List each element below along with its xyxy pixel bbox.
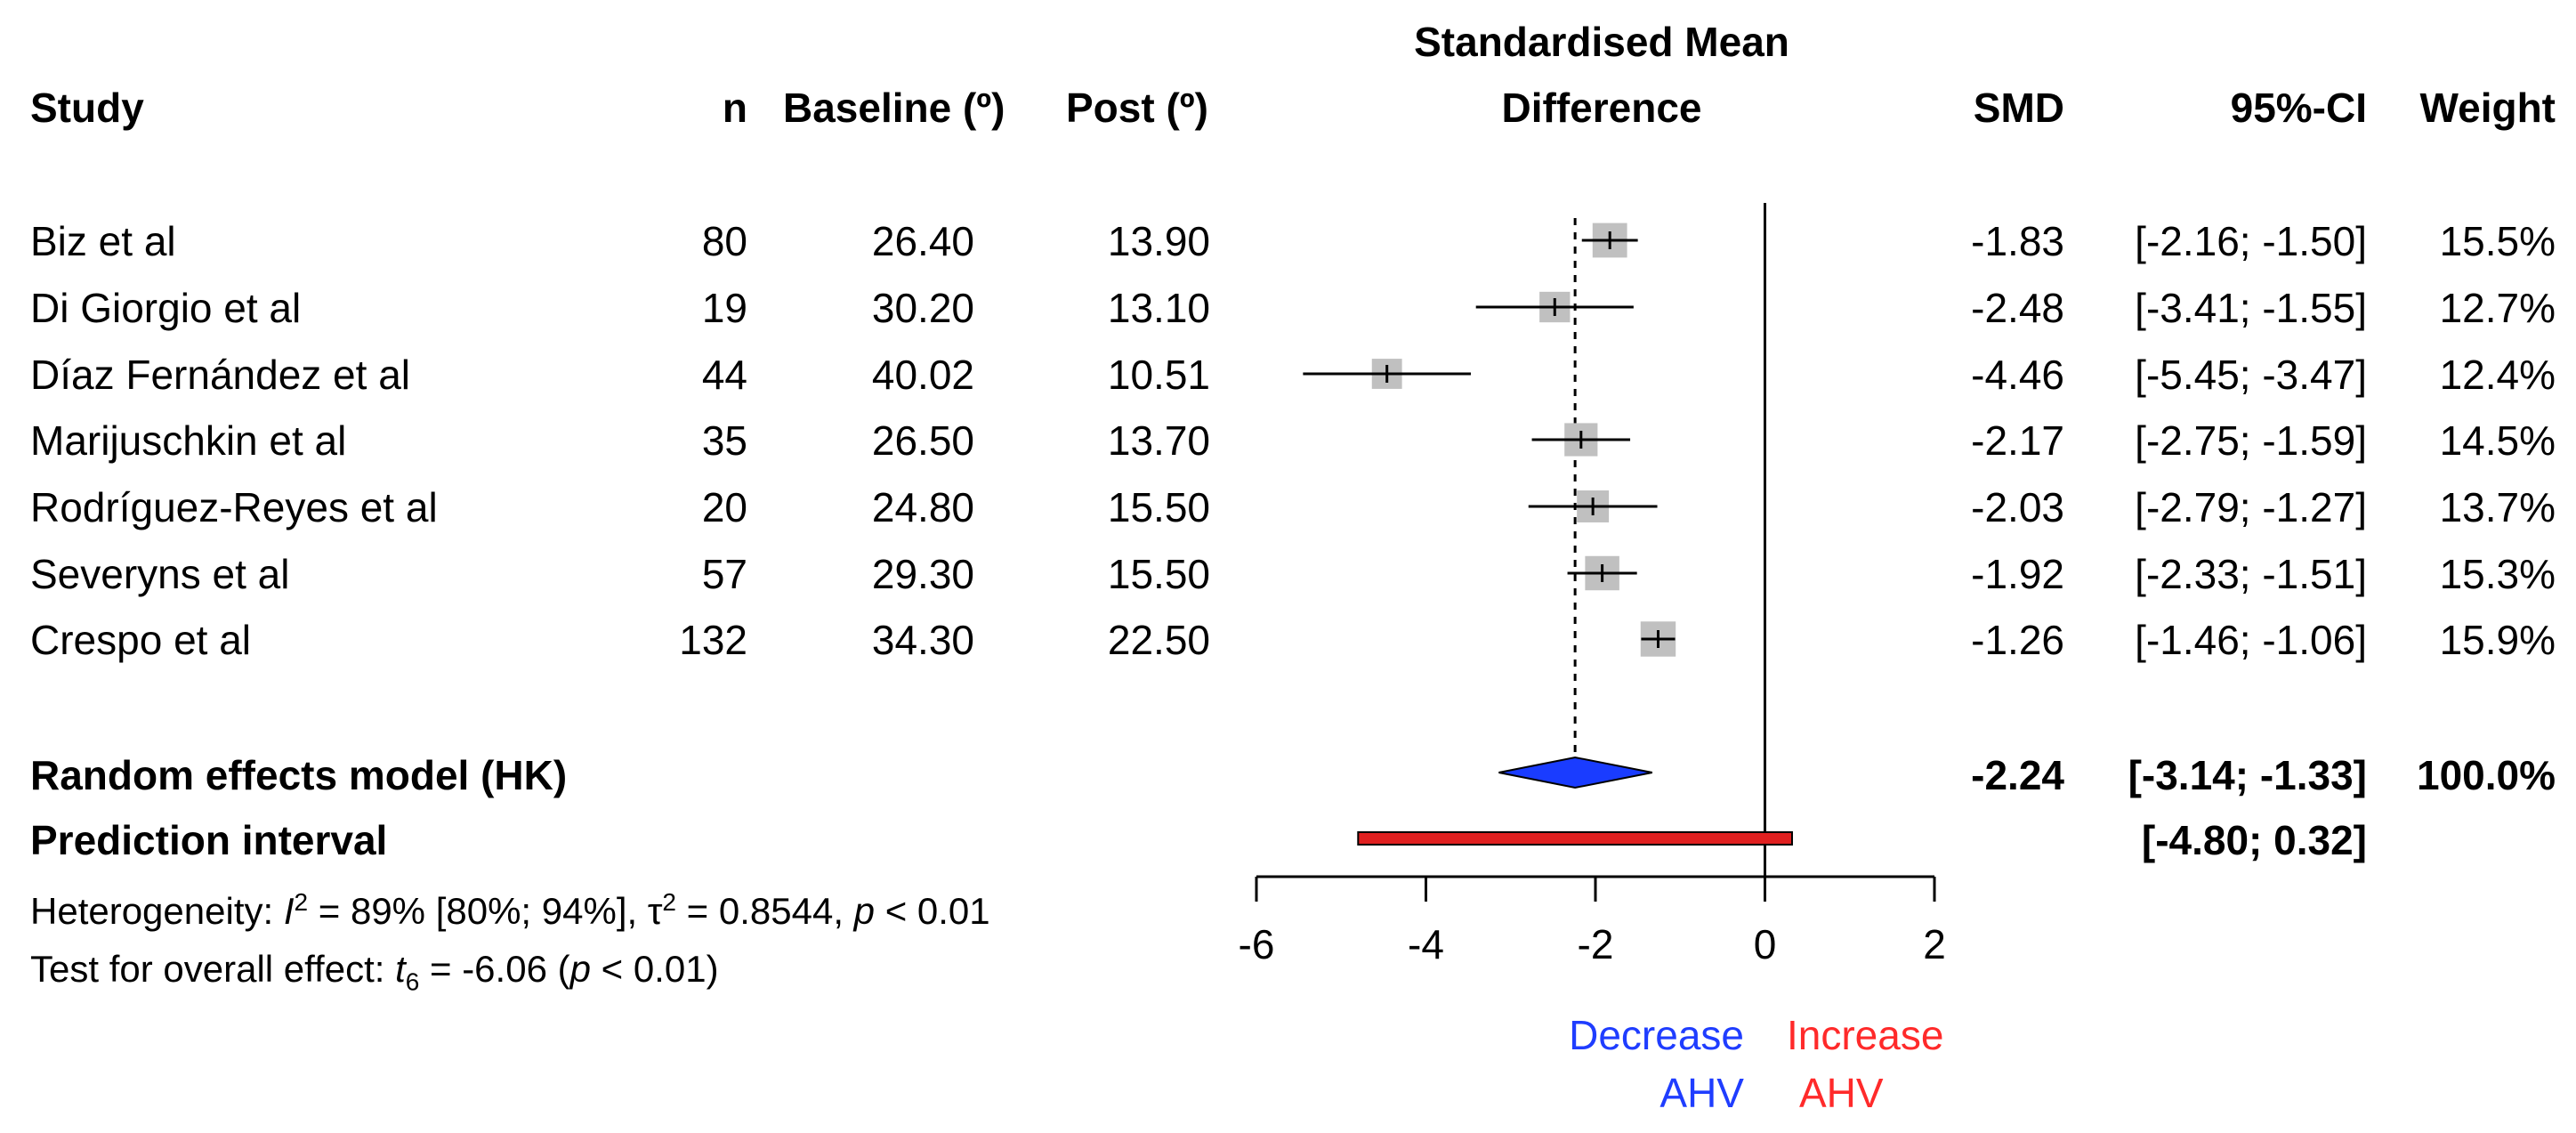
plot-title-line2: Difference xyxy=(1501,85,1702,131)
study-n: 80 xyxy=(701,218,747,264)
direction-decrease-line1: Decrease xyxy=(1569,1012,1744,1058)
header-smd: SMD xyxy=(1973,85,2064,131)
x-tick-label: -4 xyxy=(1408,921,1444,967)
study-post: 22.50 xyxy=(1107,617,1210,663)
summary-weight: 100.0% xyxy=(2416,752,2556,798)
study-post: 15.50 xyxy=(1107,551,1210,597)
study-baseline: 34.30 xyxy=(871,617,974,663)
study-weight: 15.3% xyxy=(2439,551,2556,597)
overall-effect-note: Test for overall effect: t6 = -6.06 (p <… xyxy=(30,948,719,996)
header-study: Study xyxy=(30,85,144,131)
study-post: 13.10 xyxy=(1107,285,1210,331)
study-smd: -2.48 xyxy=(1971,285,2064,331)
study-smd: -2.03 xyxy=(1971,484,2064,530)
header-post: Post (º) xyxy=(1066,85,1208,131)
study-post: 13.70 xyxy=(1107,417,1210,464)
study-n: 57 xyxy=(701,551,747,597)
study-baseline: 40.02 xyxy=(871,352,974,398)
study-ci: [-2.16; -1.50] xyxy=(2135,218,2367,264)
direction-increase-line1: Increase xyxy=(1787,1012,1944,1058)
study-weight: 15.9% xyxy=(2439,617,2556,663)
study-weight: 12.4% xyxy=(2439,352,2556,398)
study-n: 35 xyxy=(701,417,747,464)
study-ci: [-5.45; -3.47] xyxy=(2135,352,2367,398)
header-n: n xyxy=(722,85,747,131)
prediction-label: Prediction interval xyxy=(30,817,388,863)
study-n: 132 xyxy=(679,617,747,663)
prediction-ci: [-4.80; 0.32] xyxy=(2141,817,2367,863)
summary-smd: -2.24 xyxy=(1971,752,2064,798)
study-baseline: 29.30 xyxy=(871,551,974,597)
header-ci: 95%-CI xyxy=(2230,85,2367,131)
study-baseline: 30.20 xyxy=(871,285,974,331)
study-ci: [-2.79; -1.27] xyxy=(2135,484,2367,530)
study-weight: 14.5% xyxy=(2439,417,2556,464)
header-weight: Weight xyxy=(2419,85,2556,131)
study-name: Marijuschkin et al xyxy=(30,417,347,464)
study-name: Crespo et al xyxy=(30,617,252,663)
study-ci: [-1.46; -1.06] xyxy=(2135,617,2367,663)
x-tick-label: 2 xyxy=(1923,921,1946,967)
study-post: 13.90 xyxy=(1107,218,1210,264)
x-tick-label: 0 xyxy=(1754,921,1777,967)
study-ci: [-2.75; -1.59] xyxy=(2135,417,2367,464)
study-n: 19 xyxy=(701,285,747,331)
direction-decrease-line2: AHV xyxy=(1659,1070,1744,1116)
study-name: Biz et al xyxy=(30,218,176,264)
summary-ci: [-3.14; -1.33] xyxy=(2128,752,2367,798)
study-smd: -2.17 xyxy=(1971,417,2064,464)
study-baseline: 24.80 xyxy=(871,484,974,530)
study-name: Rodríguez-Reyes et al xyxy=(30,484,438,530)
study-name: Severyns et al xyxy=(30,551,290,597)
summary-label: Random effects model (HK) xyxy=(30,752,568,798)
study-post: 15.50 xyxy=(1107,484,1210,530)
study-ci: [-3.41; -1.55] xyxy=(2135,285,2367,331)
study-baseline: 26.40 xyxy=(871,218,974,264)
x-tick-label: -6 xyxy=(1239,921,1275,967)
study-n: 44 xyxy=(701,352,747,398)
study-smd: -4.46 xyxy=(1971,352,2064,398)
plot-title-line1: Standardised Mean xyxy=(1414,19,1789,65)
study-post: 10.51 xyxy=(1107,352,1210,398)
study-name: Di Giorgio et al xyxy=(30,285,302,331)
summary-diamond xyxy=(1498,756,1653,789)
study-weight: 12.7% xyxy=(2439,285,2556,331)
direction-increase-line2: AHV xyxy=(1799,1070,1884,1116)
study-smd: -1.26 xyxy=(1971,617,2064,663)
study-smd: -1.92 xyxy=(1971,551,2064,597)
study-name: Díaz Fernández et al xyxy=(30,352,411,398)
study-weight: 15.5% xyxy=(2439,218,2556,264)
study-baseline: 26.50 xyxy=(871,417,974,464)
heterogeneity-note: Heterogeneity: I2 = 89% [80%; 94%], τ2 =… xyxy=(30,888,990,932)
study-n: 20 xyxy=(701,484,747,530)
study-ci: [-2.33; -1.51] xyxy=(2135,551,2367,597)
prediction-interval-bar xyxy=(1357,831,1793,846)
study-smd: -1.83 xyxy=(1971,218,2064,264)
x-tick-label: -2 xyxy=(1578,921,1614,967)
header-baseline: Baseline (º) xyxy=(783,85,1005,131)
study-weight: 13.7% xyxy=(2439,484,2556,530)
